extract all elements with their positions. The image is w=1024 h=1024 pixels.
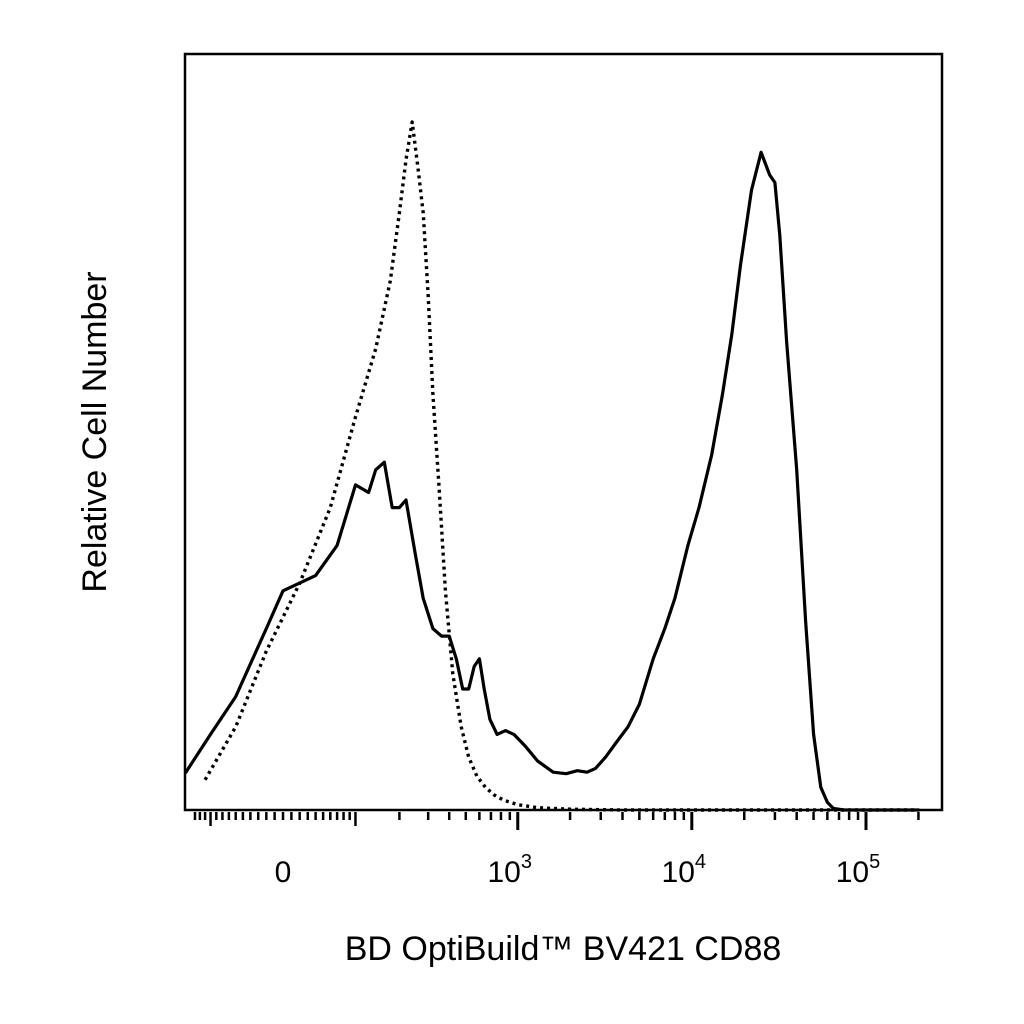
x-tick-label: 105	[836, 851, 881, 889]
x-tick-label-exponent: 3	[521, 851, 532, 873]
x-tick-label: 104	[662, 851, 707, 889]
x-major-ticks	[516, 812, 868, 830]
x-minor-ticks	[193, 812, 920, 826]
x-tick-label-exponent: 4	[695, 851, 706, 873]
x-tick-labels: 0 103 104 105	[275, 851, 881, 889]
plot-frame	[183, 52, 944, 812]
series-layer	[184, 120, 920, 812]
x-tick-label: 0	[275, 856, 292, 889]
isotype-control-histogram	[203, 120, 919, 812]
x-tick-label-base: 10	[662, 856, 695, 889]
x-axis-title: BD OptiBuild™ BV421 CD88	[345, 930, 782, 968]
x-tick-label-base: 10	[488, 856, 521, 889]
cd88-stained-histogram	[184, 150, 920, 812]
y-axis-title: Relative Cell Number	[76, 271, 114, 592]
x-tick-label-base: 0	[275, 856, 292, 889]
x-tick-label-base: 10	[836, 856, 869, 889]
x-tick-label-exponent: 5	[869, 851, 880, 873]
x-tick-label: 103	[488, 851, 532, 889]
